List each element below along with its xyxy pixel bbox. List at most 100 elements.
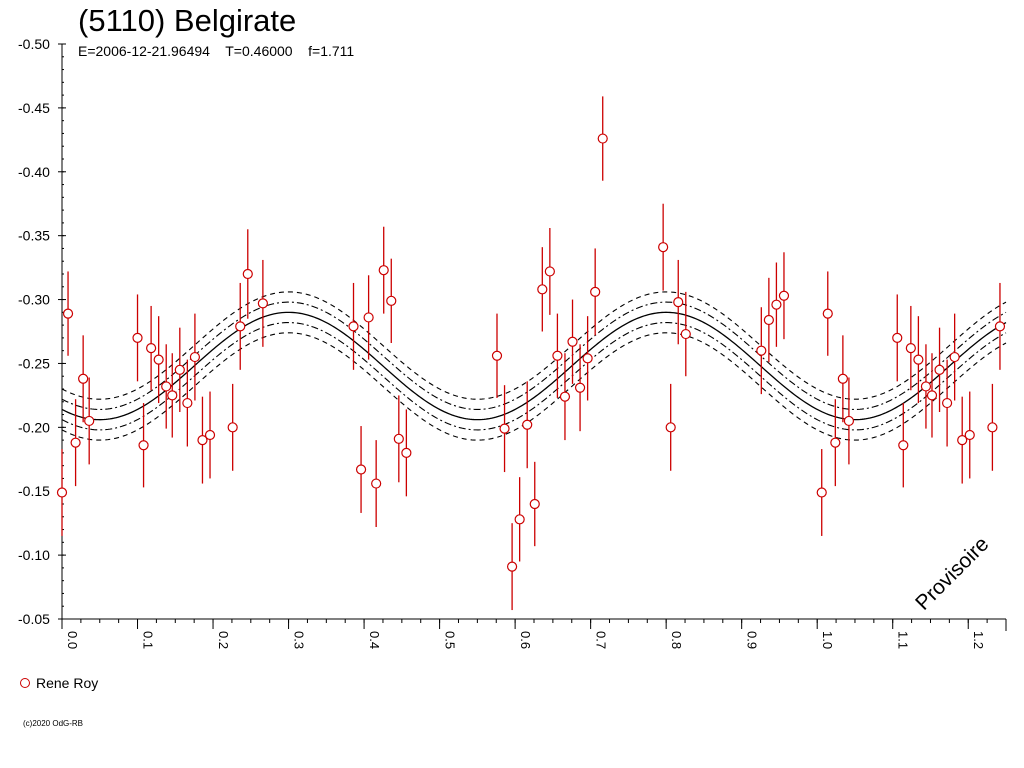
data-point	[574, 382, 586, 393]
fit-curve	[61, 311, 1007, 421]
data-point	[898, 440, 909, 451]
data-point	[182, 397, 193, 409]
data-point	[537, 284, 548, 295]
data-point	[964, 429, 975, 441]
data-point	[544, 266, 555, 277]
data-point	[174, 364, 185, 375]
data-point	[355, 464, 367, 475]
data-point	[665, 422, 676, 433]
data-point	[378, 265, 389, 276]
data-point	[197, 435, 208, 446]
x-tick-label: 1.2	[971, 631, 986, 649]
y-tick-label: -0.20	[18, 419, 50, 435]
y-tick-label: -0.05	[18, 611, 50, 627]
data-point	[816, 487, 827, 498]
data-point	[941, 397, 953, 409]
data-point	[892, 332, 903, 343]
data-point	[386, 295, 397, 306]
fit-envelope-lower	[61, 291, 1007, 400]
data-point	[987, 422, 998, 433]
data-point	[756, 345, 767, 356]
fit-envelope-upper	[61, 322, 1007, 431]
y-axis: -0.50 -0.45 -0.40 -0.35 -0.30 -0.25 -0.20 -0.15…	[18, 36, 66, 627]
data-point	[830, 437, 841, 448]
data-point	[235, 321, 246, 332]
fit-curves	[61, 291, 1007, 441]
data-point	[994, 321, 1006, 332]
data-point	[499, 423, 510, 434]
legend: Rene Roy	[20, 674, 98, 692]
data-point	[590, 286, 601, 297]
chart-title: (5110) Belgirate	[78, 3, 297, 38]
y-tick-label: -0.25	[18, 355, 50, 371]
data-point	[161, 381, 172, 392]
data-point	[153, 354, 164, 365]
y-tick-label: -0.30	[18, 292, 50, 308]
data-point	[582, 353, 593, 364]
legend-marker	[20, 678, 30, 688]
y-tick-label: -0.50	[18, 36, 50, 52]
fit-envelope-upper	[61, 332, 1007, 441]
fit-envelope-lower	[61, 301, 1007, 410]
data-point	[529, 498, 540, 510]
x-axis: 0.0 0.1 0.2 0.3 0.4 0.5 0.6 0.7 0.8 0.9 1.0 1.1 1.2	[61, 618, 1007, 649]
x-tick-label: 0.3	[292, 631, 307, 649]
x-tick-label: 0.7	[594, 631, 609, 649]
data-point	[567, 336, 578, 347]
x-tick-label: 0.0	[65, 631, 80, 649]
data-point	[597, 133, 608, 144]
data-point	[371, 478, 382, 489]
data-point	[934, 364, 945, 375]
x-tick-label: 0.2	[216, 631, 231, 649]
data-point	[920, 381, 932, 392]
y-tick-label: -0.40	[18, 164, 50, 180]
data-point	[363, 312, 374, 323]
x-tick-label: 0.8	[669, 631, 684, 649]
data-point	[401, 447, 412, 458]
data-point	[70, 437, 81, 448]
data-point	[506, 561, 518, 572]
data-point	[393, 433, 404, 444]
chart-subtitle: E=2006-12-21.96494 T=0.46000 f=1.711	[78, 43, 355, 59]
data-point	[257, 298, 268, 309]
data-point	[522, 419, 533, 430]
data-point	[146, 343, 157, 354]
x-tick-label: 1.1	[896, 631, 911, 649]
data-point	[138, 440, 149, 451]
data-point	[242, 268, 253, 280]
data-point	[514, 514, 525, 525]
data-point	[843, 415, 855, 427]
data-point	[56, 487, 68, 498]
x-tick-label: 0.5	[443, 631, 458, 649]
data-point	[673, 297, 684, 308]
y-tick-label: -0.15	[18, 483, 50, 499]
data-point	[680, 328, 691, 340]
data-point	[491, 350, 503, 361]
copyright-text: (c)2020 OdG-RB	[23, 719, 84, 728]
data-point	[227, 422, 238, 433]
data-point	[949, 351, 960, 363]
x-tick-label: 0.1	[141, 631, 156, 649]
data-point	[167, 390, 178, 401]
data-point	[905, 343, 916, 354]
legend-label: Rene Roy	[36, 675, 99, 691]
data-point	[763, 314, 774, 326]
y-tick-label: -0.45	[18, 100, 50, 116]
data-point	[658, 242, 669, 253]
data-point	[84, 415, 95, 427]
y-tick-label: -0.35	[18, 228, 50, 244]
data-point	[62, 308, 74, 319]
data-point	[837, 373, 848, 384]
data-point	[189, 351, 201, 363]
data-point	[771, 299, 782, 310]
data-point	[132, 332, 143, 343]
data-point	[348, 321, 359, 332]
x-tick-label: 0.9	[745, 631, 760, 649]
data-point	[778, 290, 790, 301]
data-point	[552, 350, 563, 361]
data-point	[913, 354, 924, 365]
data-point	[78, 373, 89, 384]
data-point	[559, 391, 571, 402]
data-point	[204, 429, 216, 441]
